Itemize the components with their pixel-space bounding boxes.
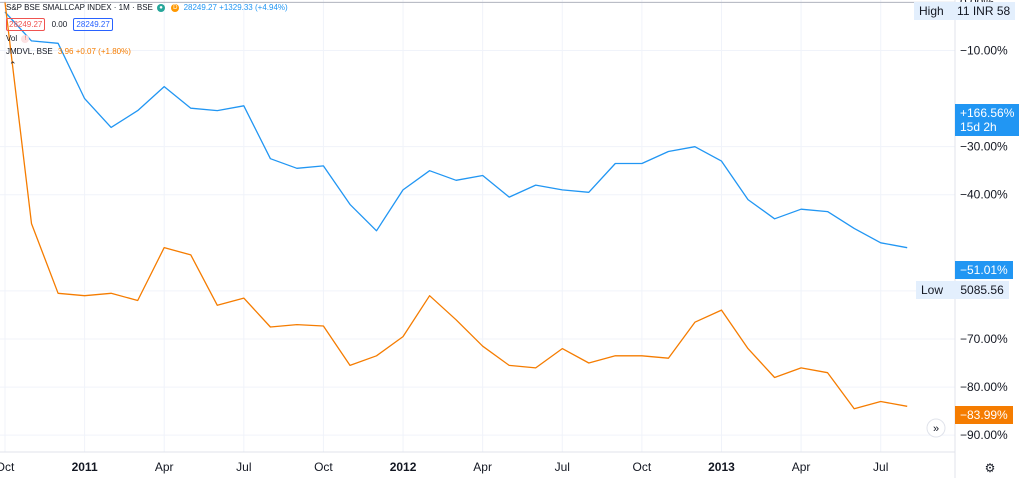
stock-series-line[interactable] <box>4 2 908 410</box>
x-tick-label: Oct <box>314 460 333 474</box>
countdown-badge: +166.56% 15d 2h <box>955 104 1020 136</box>
low-label: Low <box>921 283 944 297</box>
ask-price[interactable]: 28249.27 <box>73 18 113 31</box>
x-tick-label: Apr <box>473 460 492 474</box>
gear-icon: ⚙ <box>985 461 996 475</box>
high-value: 11 INR 58 <box>957 4 1011 18</box>
x-tick-label: Jul <box>873 460 888 474</box>
main-series-title: S&P BSE SMALLCAP INDEX · 1M · BSE <box>6 3 153 13</box>
x-tick-label: Jul <box>236 460 251 474</box>
y-tick-label: −70.00% <box>960 332 1008 346</box>
spread-value: 0.00 <box>51 20 68 29</box>
compare-series-title: JMDVL, BSE <box>6 47 53 57</box>
compare-series-legend[interactable]: JMDVL, BSE 3.96 +0.07 (+1.80%) <box>6 47 131 56</box>
y-tick-label: −90.00% <box>960 428 1008 442</box>
countdown-change: +166.56% <box>960 106 1015 120</box>
high-label: High <box>919 4 944 18</box>
bid-price[interactable]: 28249.27 <box>6 18 46 31</box>
volume-label: Vol <box>6 34 18 44</box>
low-marker: Low 5085.56 <box>916 281 1009 299</box>
high-marker: High 11 INR 58 <box>914 2 1016 20</box>
grid <box>0 0 955 452</box>
x-tick-label: 2011 <box>72 460 98 474</box>
countdown-time: 15d 2h <box>960 120 997 134</box>
x-tick-label: 2012 <box>390 460 417 474</box>
x-tick-label: Oct <box>0 460 15 474</box>
volume-legend[interactable]: Vol ! <box>6 34 31 43</box>
double-chevron-right-icon: » <box>933 423 939 435</box>
x-tick-label: Apr <box>792 460 811 474</box>
x-tick-label: Jul <box>555 460 570 474</box>
market-open-icon: ● <box>157 3 166 12</box>
low-value: 5085.56 <box>960 283 1004 297</box>
x-tick-label: Apr <box>155 460 174 474</box>
x-tick-label: 2013 <box>708 460 735 474</box>
y-tick-label: −10.00% <box>960 43 1008 57</box>
scroll-to-realtime-button[interactable]: » <box>926 418 946 438</box>
y-tick-label: −30.00% <box>960 140 1008 154</box>
x-tick-label: Oct <box>633 460 652 474</box>
series-layer <box>4 2 908 410</box>
collapse-legend-icon[interactable]: ⌃ <box>9 60 17 70</box>
main-series-legend[interactable]: S&P BSE SMALLCAP INDEX · 1M · BSE ● D 28… <box>6 3 288 12</box>
y-tick-label: −40.00% <box>960 188 1008 202</box>
compare-series-values: 3.96 +0.07 (+1.80%) <box>57 47 131 57</box>
warning-icon: ! <box>21 34 30 43</box>
index-series-line[interactable] <box>4 11 908 249</box>
main-series-values: 28249.27 +1329.33 (+4.94%) <box>183 3 288 13</box>
y-tick-label: −80.00% <box>960 380 1008 394</box>
chart-settings-button[interactable]: ⚙ <box>985 461 996 475</box>
stock-last-value-badge: −83.99% <box>955 406 1013 424</box>
bid-ask-row: 28249.27 0.00 28249.27 <box>6 18 113 31</box>
index-last-value-badge: −51.01% <box>955 261 1013 279</box>
time-axis[interactable]: Oct 2011 Apr Jul Oct 2012 Apr Jul Oct 2013 Apr Jul <box>0 460 888 474</box>
price-axis[interactable]: 0.00%−10.00%−30.00%−40.00%−60.00%−70.00%… <box>960 0 1008 442</box>
delayed-data-icon: D <box>171 3 180 12</box>
